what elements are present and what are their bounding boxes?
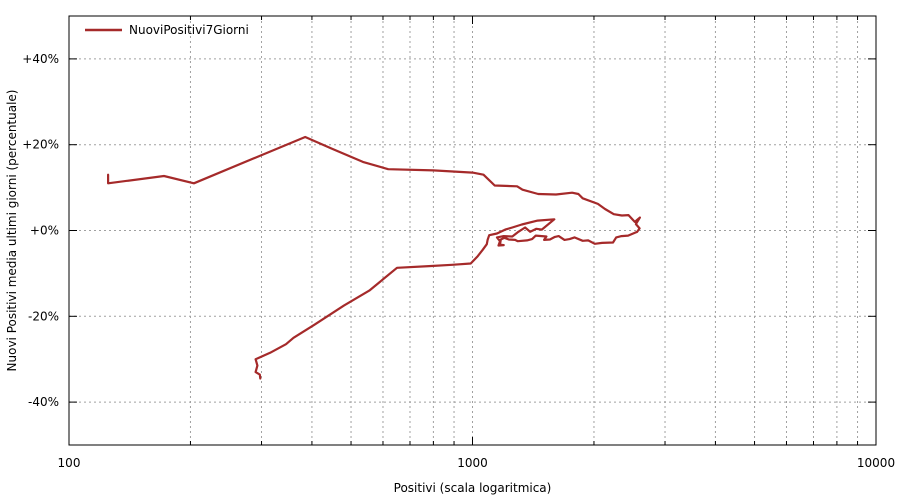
axis-ticks	[68, 16, 877, 445]
x-tick-label: 100	[58, 456, 81, 470]
y-tick-label: +0%	[30, 224, 59, 238]
series-line	[107, 135, 641, 380]
x-tick-label: 1000	[457, 456, 488, 470]
y-tick-label: -40%	[28, 395, 59, 409]
gridlines	[69, 16, 876, 445]
series-layer	[107, 135, 641, 380]
legend: NuoviPositivi7Giorni	[85, 23, 249, 37]
y-tick-label: +40%	[22, 52, 59, 66]
y-tick-label: +20%	[22, 138, 59, 152]
y-tick-label: -20%	[28, 309, 59, 323]
x-axis-title: Positivi (scala logaritmica)	[394, 481, 552, 495]
y-axis-title: Nuovi Positivi media ultimi giorni (perc…	[5, 90, 19, 372]
legend-label: NuoviPositivi7Giorni	[129, 23, 249, 37]
x-tick-label: 10000	[857, 456, 895, 470]
